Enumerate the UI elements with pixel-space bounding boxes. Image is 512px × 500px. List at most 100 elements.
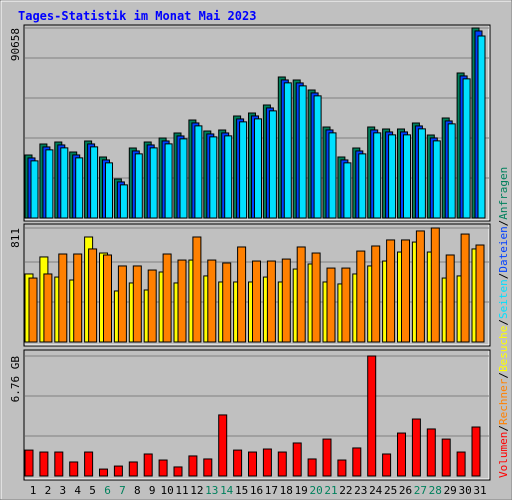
bar [417, 128, 426, 219]
chart-title: Tages-Statistik im Monat Mai 2023 [18, 9, 256, 23]
legend-separator: / [497, 319, 510, 326]
bar [307, 458, 317, 477]
bar [254, 118, 262, 219]
bar [281, 258, 291, 343]
x-tick-label: 31 [473, 484, 486, 497]
bar [119, 184, 128, 219]
x-tick-label: 2 [45, 484, 52, 497]
bar [447, 123, 456, 219]
bar [298, 85, 307, 219]
y-tick-label: 90658 [9, 28, 22, 61]
bar [248, 451, 257, 477]
bar [477, 35, 486, 219]
x-tick-label: 3 [59, 484, 66, 497]
x-tick-label: 21 [324, 484, 337, 497]
bar [134, 153, 143, 219]
bar [441, 438, 451, 477]
bar [252, 260, 261, 343]
bar [218, 414, 228, 477]
bar [358, 153, 367, 219]
bar [403, 134, 411, 219]
x-tick-label: 12 [190, 484, 203, 497]
bar [471, 426, 481, 477]
bar [99, 468, 108, 477]
x-tick-label: 22 [339, 484, 352, 497]
bar [177, 259, 187, 343]
bar [75, 157, 84, 219]
bar [45, 149, 54, 219]
bar [73, 253, 83, 343]
legend-entry: Besuche [497, 326, 510, 372]
bar [207, 259, 217, 343]
bar [84, 451, 94, 477]
bar [192, 236, 202, 343]
x-tick-label: 1 [30, 484, 37, 497]
bar [313, 95, 322, 219]
bar [164, 143, 173, 219]
x-tick-label: 9 [149, 484, 156, 497]
bar [237, 246, 247, 343]
bar [30, 160, 39, 219]
legend-entry: Volumen [497, 432, 510, 478]
bar [143, 453, 153, 477]
legend-separator: / [497, 425, 510, 432]
bar [69, 461, 79, 477]
bar [147, 269, 157, 343]
bar [128, 461, 138, 477]
bar [352, 447, 362, 477]
legend-separator: / [497, 220, 510, 227]
bar [322, 438, 332, 477]
x-tick-label: 27 [414, 484, 427, 497]
bar [39, 451, 49, 477]
legend-entry: Anfragen [497, 167, 510, 220]
bar [337, 459, 347, 477]
x-tick-label: 25 [384, 484, 397, 497]
legend-entry: Rechner [497, 378, 510, 425]
bar [262, 448, 272, 477]
bar [430, 227, 440, 343]
bar [343, 162, 352, 219]
bar [397, 432, 406, 477]
bar [432, 140, 441, 219]
bar [233, 449, 243, 477]
x-tick-label: 8 [134, 484, 141, 497]
bar [239, 121, 248, 219]
bar [158, 459, 168, 477]
bar [341, 267, 351, 343]
bar [162, 253, 172, 343]
bar [113, 465, 123, 477]
bar [386, 239, 396, 343]
x-tick-label: 13 [205, 484, 218, 497]
x-tick-label: 28 [429, 484, 442, 497]
x-tick-label: 29 [444, 484, 457, 497]
bar [90, 146, 99, 219]
x-tick-label: 17 [265, 484, 278, 497]
x-tick-label: 30 [458, 484, 471, 497]
x-tick-label: 14 [220, 484, 234, 497]
bar [43, 273, 53, 343]
bar [203, 458, 213, 477]
bar [188, 455, 198, 477]
bar [283, 82, 292, 219]
x-tick-label: 6 [104, 484, 111, 497]
y-tick-label: 811 [9, 228, 22, 248]
bar [149, 147, 158, 219]
bar [475, 244, 485, 343]
x-tick-label: 19 [295, 484, 308, 497]
legend-entry: Dateien [497, 226, 510, 272]
x-tick-label: 23 [354, 484, 367, 497]
bar [28, 277, 38, 343]
bar [58, 253, 68, 343]
bar [462, 78, 471, 219]
x-tick-label: 4 [74, 484, 81, 497]
bar [222, 262, 232, 343]
bar [132, 265, 142, 343]
x-tick-label: 11 [175, 484, 188, 497]
bar [277, 451, 287, 477]
x-tick-label: 7 [119, 484, 126, 497]
x-tick-label: 5 [89, 484, 96, 497]
bar [371, 245, 381, 343]
legend-entry: Seiten [497, 279, 510, 319]
x-tick-label: 20 [309, 484, 322, 497]
